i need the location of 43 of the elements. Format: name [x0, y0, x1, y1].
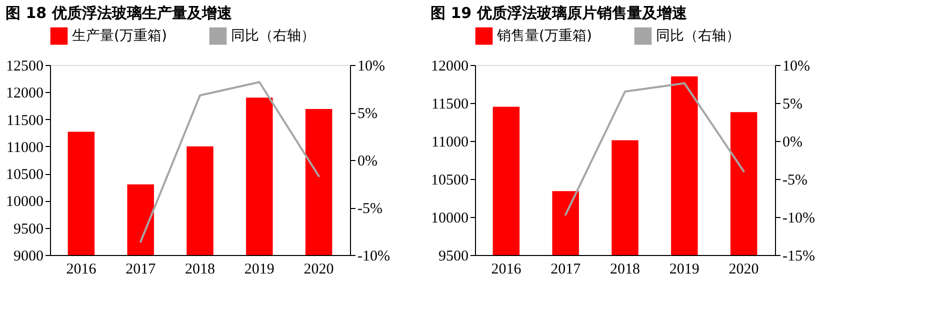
chart-title: 图 19 优质浮法玻璃原片销售量及增速	[430, 4, 688, 22]
y-tick-label: 10000	[6, 194, 44, 210]
x-tick-label: 2019	[669, 262, 700, 278]
legend-label: 生产量(万重箱)	[72, 28, 167, 44]
y2-tick-label: 5%	[782, 96, 802, 112]
y2-tick-label: 0%	[782, 134, 802, 150]
y-tick-label: 10500	[6, 167, 44, 184]
y-tick-label: 11500	[6, 112, 44, 129]
y-tick-label: 11000	[432, 134, 468, 150]
line-series	[140, 81, 320, 243]
x-tick-label: 2017	[126, 262, 156, 278]
x-tick-label: 2020	[304, 262, 334, 278]
x-tick-label: 2017	[550, 262, 582, 278]
y2-tick-label: -15%	[782, 248, 815, 264]
x-tick-label: 2018	[185, 262, 215, 278]
y-tick-label: 12000	[431, 58, 468, 74]
x-tick-label: 2018	[610, 262, 640, 278]
y-tick-label: 12500	[6, 58, 44, 74]
x-tick-label: 2016	[491, 262, 522, 278]
x-tick-label: 2019	[244, 262, 274, 278]
legend-label: 销售量(万重箱)	[496, 28, 592, 44]
y-tick-label: 10500	[431, 172, 468, 188]
y-tick-label: 10000	[431, 210, 468, 226]
x-tick-label: 2016	[66, 262, 97, 278]
y2-tick-label: -5%	[782, 172, 808, 188]
y2-tick-label: -10%	[782, 210, 815, 226]
y-tick-label: 9500	[438, 248, 468, 264]
y2-tick-label: 0%	[358, 154, 378, 170]
y-tick-label: 11000	[6, 140, 44, 156]
y-tick-label: 11500	[432, 96, 468, 112]
y-tick-label: 9000	[14, 248, 44, 264]
chart-title: 图 18 优质浮法玻璃生产量及增速	[6, 4, 233, 22]
y2-tick-label: 10%	[782, 58, 810, 74]
y2-tick-label: 10%	[358, 58, 385, 74]
y2-tick-label: -10%	[358, 248, 390, 264]
x-tick-label: 2020	[728, 262, 759, 278]
legend-label: 同比（右轴）	[231, 28, 315, 44]
y-tick-label: 12000	[6, 86, 44, 102]
line-series	[564, 82, 745, 216]
y2-tick-label: 5%	[358, 106, 378, 122]
legend-label: 同比（右轴）	[656, 28, 740, 44]
y-tick-label: 9500	[14, 221, 44, 238]
y2-tick-label: -5%	[358, 201, 382, 217]
